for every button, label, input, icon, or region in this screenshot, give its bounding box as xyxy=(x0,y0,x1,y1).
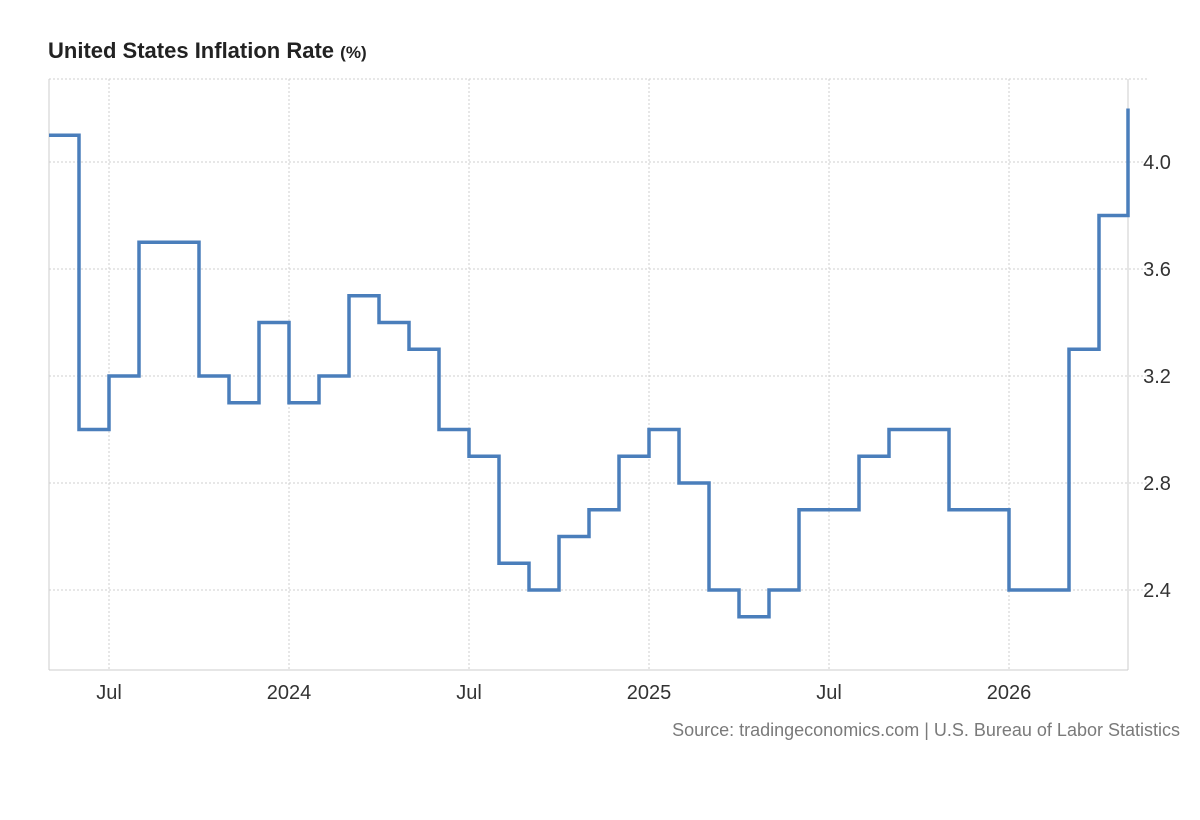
data-point xyxy=(918,428,922,432)
chart-source: Source: tradingeconomics.com | U.S. Bure… xyxy=(672,720,1180,740)
data-point xyxy=(798,508,802,512)
data-point xyxy=(258,321,262,325)
data-point xyxy=(168,240,172,244)
data-point xyxy=(1008,588,1012,592)
data-point xyxy=(828,508,832,512)
data-point xyxy=(648,428,652,432)
data-point xyxy=(588,508,592,512)
y-axis-tick-labels: 2.4 2.8 3.2 3.6 4.0 xyxy=(1143,152,1171,602)
data-point xyxy=(1098,214,1102,218)
data-point xyxy=(978,508,982,512)
data-point xyxy=(408,347,412,351)
data-point xyxy=(768,588,772,592)
x-tick-label: 2026 xyxy=(987,682,1032,704)
data-point xyxy=(378,321,382,325)
data-point xyxy=(78,428,82,432)
data-point xyxy=(198,374,202,378)
data-point xyxy=(318,374,322,378)
data-point xyxy=(558,535,562,539)
y-tick-label: 2.8 xyxy=(1143,473,1171,495)
data-point xyxy=(738,615,742,619)
y-tick-label: 4.0 xyxy=(1143,152,1171,174)
data-point xyxy=(288,401,292,405)
data-point xyxy=(948,508,952,512)
inflation-step-chart: 2.4 2.8 3.2 3.6 4.0 Jul 2024 Jul 2025 Jul 2026 xyxy=(48,78,1171,704)
data-point xyxy=(348,294,352,298)
data-point xyxy=(438,428,442,432)
data-point xyxy=(858,454,862,458)
data-point xyxy=(888,428,892,432)
data-point xyxy=(1038,588,1042,592)
series-layer xyxy=(48,108,1130,619)
x-tick-label: Jul xyxy=(816,682,842,704)
data-point xyxy=(108,374,112,378)
data-point xyxy=(678,481,682,485)
chart-title: United States Inflation Rate (%) xyxy=(48,38,367,64)
series-line xyxy=(49,108,1130,619)
y-tick-label: 3.6 xyxy=(1143,259,1171,281)
x-axis-tick-labels: Jul 2024 Jul 2025 Jul 2026 xyxy=(96,682,1031,704)
data-point xyxy=(1068,347,1072,351)
x-tick-label: Jul xyxy=(456,682,482,704)
x-tick-label: 2024 xyxy=(267,682,312,704)
data-point xyxy=(498,561,502,565)
x-tick-label: Jul xyxy=(96,682,122,704)
chart-title-unit: (%) xyxy=(340,43,367,62)
y-tick-label: 3.2 xyxy=(1143,366,1171,388)
data-point xyxy=(468,454,472,458)
chart-title-text: United States Inflation Rate xyxy=(48,38,335,63)
data-point xyxy=(708,588,712,592)
x-tick-label: 2025 xyxy=(627,682,672,704)
data-point xyxy=(228,401,232,405)
data-point xyxy=(138,240,142,244)
data-point xyxy=(528,588,532,592)
data-point xyxy=(618,454,622,458)
data-point xyxy=(48,133,52,137)
y-tick-label: 2.4 xyxy=(1143,580,1171,602)
